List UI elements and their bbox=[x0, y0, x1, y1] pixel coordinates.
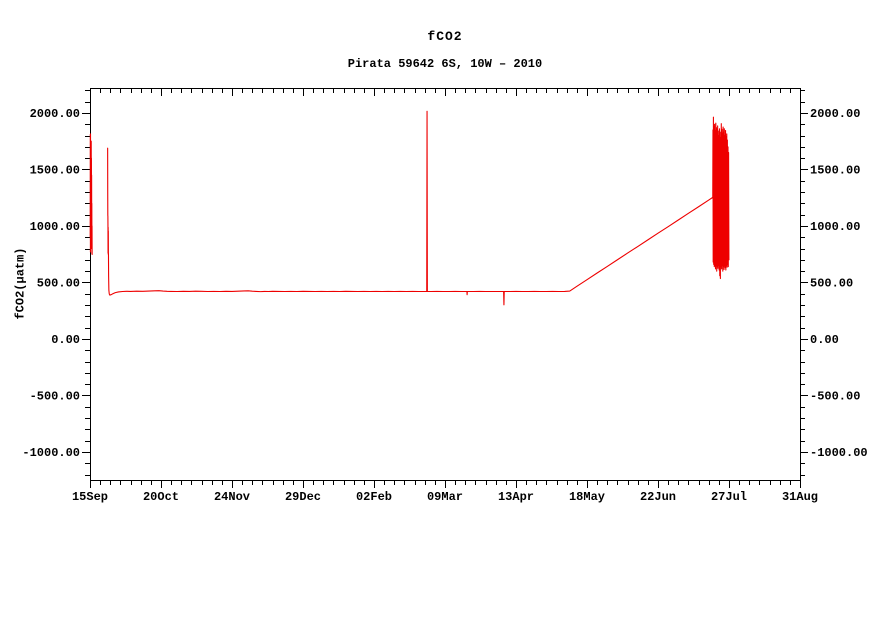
y-tick-label-left: 1500.00 bbox=[30, 163, 80, 177]
chart-title: fCO2 bbox=[427, 29, 463, 44]
y-tick-label-left: 1000.00 bbox=[30, 220, 80, 234]
x-tick-label: 31Aug bbox=[782, 490, 818, 504]
x-tick-label: 29Dec bbox=[285, 490, 321, 504]
y-tick-label-left: 500.00 bbox=[37, 276, 80, 290]
y-tick-label-right: 2000.00 bbox=[810, 107, 860, 121]
x-tick-label: 15Sep bbox=[72, 490, 108, 504]
y-tick-label-left: -1000.00 bbox=[22, 446, 80, 460]
x-tick-label: 13Apr bbox=[498, 490, 534, 504]
y-tick-label-right: -500.00 bbox=[810, 389, 860, 403]
x-tick-label: 20Oct bbox=[143, 490, 179, 504]
x-tick-label: 24Nov bbox=[214, 490, 250, 504]
x-tick-label: 18May bbox=[569, 490, 605, 504]
y-tick-label-left: -500.00 bbox=[30, 389, 80, 403]
y-tick-label-right: 0.00 bbox=[810, 333, 839, 347]
x-tick-label: 02Feb bbox=[356, 490, 392, 504]
fco2-line bbox=[89, 133, 93, 255]
x-tick-label: 27Jul bbox=[711, 490, 747, 504]
x-tick-label: 09Mar bbox=[427, 490, 463, 504]
chart-subtitle: Pirata 59642 6S, 10W – 2010 bbox=[347, 57, 543, 71]
y-tick-label-left: 2000.00 bbox=[30, 107, 80, 121]
y-tick-label-left: 0.00 bbox=[51, 333, 80, 347]
y-tick-label-right: -1000.00 bbox=[810, 446, 868, 460]
y-tick-label-right: 500.00 bbox=[810, 276, 853, 290]
plot-frame bbox=[90, 88, 801, 481]
y-tick-label-right: 1000.00 bbox=[810, 220, 860, 234]
y-tick-label-right: 1500.00 bbox=[810, 163, 860, 177]
x-tick-label: 22Jun bbox=[640, 490, 676, 504]
fco2-line bbox=[107, 110, 730, 306]
